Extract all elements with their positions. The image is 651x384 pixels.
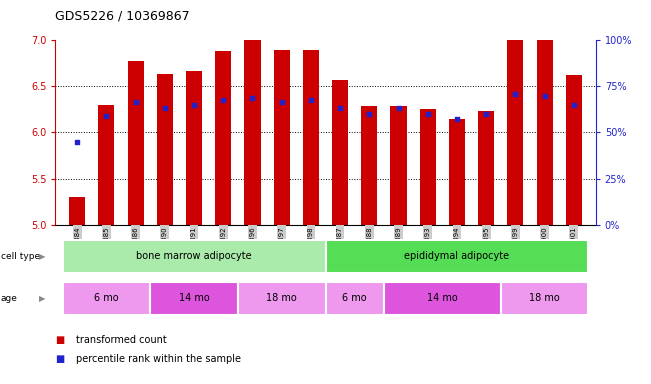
Text: GDS5226 / 10369867: GDS5226 / 10369867: [55, 10, 190, 23]
Point: [510, 91, 521, 97]
Bar: [332, 80, 348, 225]
Bar: [245, 40, 260, 225]
Point: [247, 95, 258, 101]
Point: [452, 116, 462, 122]
Point: [189, 102, 199, 108]
Bar: [507, 40, 523, 225]
Bar: [186, 71, 202, 225]
Text: 6 mo: 6 mo: [342, 293, 367, 303]
Point: [218, 97, 229, 103]
Bar: [157, 74, 173, 225]
Point: [422, 111, 433, 117]
Point: [481, 111, 492, 117]
Bar: [391, 106, 407, 225]
Text: percentile rank within the sample: percentile rank within the sample: [76, 354, 241, 364]
Text: transformed count: transformed count: [76, 335, 167, 345]
Bar: [62, 240, 326, 273]
Bar: [326, 282, 384, 315]
Bar: [420, 109, 436, 225]
Point: [335, 104, 345, 111]
Bar: [303, 50, 319, 225]
Text: 18 mo: 18 mo: [266, 293, 297, 303]
Bar: [536, 40, 553, 225]
Bar: [150, 282, 238, 315]
Bar: [449, 119, 465, 225]
Point: [130, 99, 141, 105]
Text: ▶: ▶: [39, 294, 46, 303]
Point: [102, 113, 112, 119]
Bar: [238, 282, 326, 315]
Text: bone marrow adipocyte: bone marrow adipocyte: [136, 251, 252, 261]
Point: [393, 104, 404, 111]
Text: age: age: [1, 294, 18, 303]
Text: ■: ■: [55, 335, 64, 345]
Point: [539, 93, 549, 99]
Bar: [62, 282, 150, 315]
Text: 6 mo: 6 mo: [94, 293, 118, 303]
Point: [306, 97, 316, 103]
Point: [364, 111, 374, 117]
Point: [277, 99, 287, 105]
Bar: [273, 50, 290, 225]
Text: 18 mo: 18 mo: [529, 293, 560, 303]
Bar: [384, 282, 501, 315]
Bar: [128, 61, 144, 225]
Bar: [326, 240, 589, 273]
Bar: [361, 106, 378, 225]
Text: epididymal adipocyte: epididymal adipocyte: [404, 251, 510, 261]
Text: 14 mo: 14 mo: [427, 293, 458, 303]
Bar: [501, 282, 589, 315]
Bar: [566, 75, 582, 225]
Bar: [98, 105, 115, 225]
Point: [159, 104, 170, 111]
Text: ▶: ▶: [39, 252, 46, 261]
Bar: [69, 197, 85, 225]
Bar: [215, 51, 231, 225]
Text: ■: ■: [55, 354, 64, 364]
Point: [568, 102, 579, 108]
Text: cell type: cell type: [1, 252, 40, 261]
Bar: [478, 111, 494, 225]
Point: [72, 139, 83, 145]
Text: 14 mo: 14 mo: [178, 293, 210, 303]
